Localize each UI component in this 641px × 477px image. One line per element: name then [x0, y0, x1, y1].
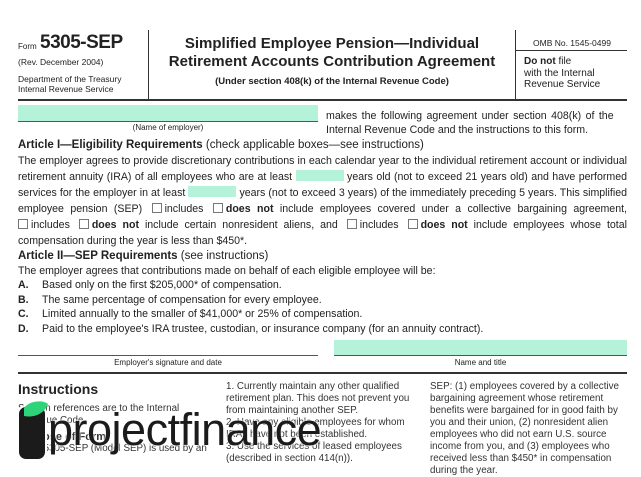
instruction-text: IRAs have not been established. — [226, 429, 368, 440]
agency: Internal Revenue Service — [18, 84, 114, 94]
checkbox[interactable] — [346, 219, 357, 229]
text: years old (not to exceed 21 years old) a… — [347, 171, 628, 183]
instruction-text: income from you, and (3) employees who — [430, 441, 610, 452]
item-letter: A. — [18, 279, 29, 291]
text: retirement annuity (IRA) of all employee… — [18, 171, 293, 183]
checkbox[interactable] — [151, 203, 162, 213]
text: include employees whose total — [473, 219, 627, 231]
divider — [515, 30, 516, 100]
instruction-text: during the year. — [430, 465, 498, 476]
age-field — [295, 170, 344, 181]
checkbox[interactable] — [407, 219, 418, 229]
text-line: retirement annuity (IRA) of all employee… — [18, 170, 627, 185]
form-label: Form — [18, 42, 37, 51]
text-bold: does not — [225, 203, 274, 215]
instruction-text: Section references are to the Internal — [18, 403, 180, 414]
instruction-text: 1. Currently maintain any other qualifie… — [226, 381, 400, 392]
checkbox[interactable] — [212, 203, 223, 213]
instruction-text: retirement plan. This does not prevent y… — [226, 393, 410, 404]
signature-line — [18, 355, 318, 356]
item-letter: D. — [18, 322, 29, 335]
department: Department of the Treasury — [18, 74, 122, 84]
watermark: projectfinance — [16, 398, 346, 464]
intro: The employer agrees that contributions m… — [18, 265, 436, 277]
text: years (not to exceed 3 years) of the imm… — [239, 187, 627, 199]
divider — [148, 30, 149, 100]
heading-note: (check applicable boxes—see instructions… — [205, 139, 424, 151]
text: The employer agrees to provide discretio… — [18, 155, 627, 167]
logo-text: projectfinance — [48, 404, 322, 455]
employer-text: makes the following agreement under sect… — [326, 110, 614, 122]
text: includes — [31, 219, 70, 231]
text: services for the employer in at least — [18, 187, 186, 199]
text-line: services for the employer in at least ye… — [18, 186, 627, 201]
text-bold: does not — [420, 219, 468, 231]
text: compensation during the year is less tha… — [18, 235, 248, 247]
heading-bold: Article II—SEP Requirements — [18, 250, 178, 262]
column: 1. Currently maintain any other qualifie… — [226, 381, 409, 465]
notice-text: file — [558, 56, 572, 67]
item-text: Limited annually to the smaller of $41,0… — [42, 308, 363, 320]
instruction-text: received less than $450* in compensation — [430, 453, 612, 464]
text-line: includes does not include certain nonres… — [18, 218, 627, 233]
notice: Do not file with the Internal Revenue Se… — [524, 56, 600, 91]
notice-text: Revenue Service — [524, 79, 601, 90]
text-line: employee pension (SEP) includes does not… — [18, 202, 627, 217]
text-bold: does not — [91, 219, 139, 231]
article-heading: Article I—Eligibility Requirements (chec… — [18, 139, 424, 151]
subtitle: (Under section 408(k) of the Internal Re… — [215, 76, 449, 87]
instruction-text: you and their union, (2) nonresident ali… — [430, 417, 609, 428]
instruction-text: 2. Have any eligible employees for whom — [226, 417, 405, 428]
title: Retirement Accounts Contribution Agreeme… — [168, 53, 496, 70]
instruction-text: Revenue Code. — [18, 415, 87, 426]
item-text: Paid to the employee's IRA trustee, cust… — [42, 322, 484, 335]
form-number: 5305-SEP — [40, 32, 123, 53]
text: includes — [164, 203, 204, 215]
title: Simplified Employee Pension—Individual — [184, 35, 480, 52]
checkbox[interactable] — [78, 219, 89, 229]
text: employee pension (SEP) — [18, 203, 143, 215]
instruction-text: (described in section 414(n)). — [226, 453, 353, 464]
logo-icon — [17, 401, 48, 461]
item-text: The same percentage of compensation for … — [42, 293, 322, 306]
text: includes — [359, 219, 399, 231]
divider — [18, 372, 627, 374]
item-letter: B. — [18, 293, 29, 306]
text: include certain nonresident aliens, and — [144, 219, 338, 231]
text: include employees covered under a collec… — [279, 203, 627, 215]
omb-number: OMB No. 1545-0499 — [533, 38, 611, 48]
checkbox[interactable] — [18, 219, 28, 229]
field-label: (Name of employer) — [132, 123, 204, 132]
notice-text: with the Internal — [524, 67, 595, 79]
instructions-heading: Instructions — [18, 381, 99, 397]
signature-label: Employer's signature and date — [114, 358, 222, 367]
employer-text: Internal Revenue Code and the instructio… — [326, 124, 589, 136]
column: SEP: (1) employees covered by a collecti… — [430, 381, 619, 477]
employer-field — [18, 105, 318, 122]
name-title-label: Name and title — [454, 358, 507, 367]
instruction-text: bargaining agreement whose retirement — [430, 393, 604, 404]
divider — [18, 99, 627, 101]
name-title-field — [334, 340, 627, 356]
instruction-text: from maintaining another SEP. — [226, 405, 359, 416]
years-field — [188, 186, 237, 197]
text-line: The employer agrees to provide discretio… — [18, 154, 627, 169]
heading-note: (see instructions) — [180, 250, 269, 262]
item-letter: C. — [18, 308, 29, 320]
instruction-text: SEP: (1) employees covered by a collecti… — [430, 381, 619, 392]
instruction-text: employees who did not earn U.S. source — [430, 429, 607, 440]
instruction-text: 3. Use the services of leased employees — [226, 441, 402, 452]
instruction-text: benefits were bargained for in good fait… — [430, 405, 618, 416]
item-text: Based only on the first $205,000* of com… — [42, 279, 282, 291]
instruction-text: Form 5305-SEP (Model SEP) is used by an — [18, 443, 207, 454]
revision: (Rev. December 2004) — [18, 57, 104, 67]
text-line: compensation during the year is less tha… — [18, 234, 627, 249]
notice-bold: Do not — [524, 56, 556, 67]
divider — [516, 50, 627, 51]
article-heading: Article II—SEP Requirements (see instruc… — [18, 250, 268, 262]
heading-bold: Article I—Eligibility Requirements — [18, 139, 203, 151]
